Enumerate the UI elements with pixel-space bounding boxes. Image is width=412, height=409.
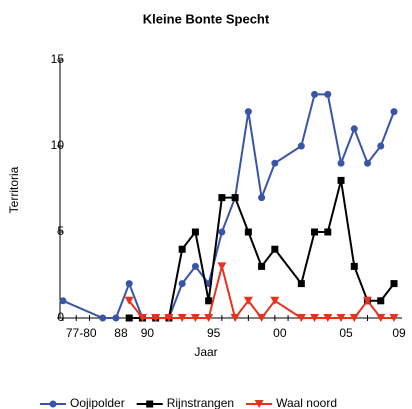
point (191, 262, 199, 270)
x-tick-label: 90 (141, 326, 155, 340)
point (177, 314, 187, 322)
point (337, 176, 345, 184)
point (363, 296, 373, 305)
point (204, 314, 214, 322)
point (376, 314, 386, 322)
point (164, 314, 174, 322)
point (258, 194, 266, 202)
y-tick-label: 0 (57, 310, 64, 324)
point (218, 228, 226, 236)
point (218, 194, 226, 202)
x-tick-label: 88 (114, 326, 128, 340)
point (349, 314, 359, 322)
point (190, 314, 200, 322)
legend-label: Rijnstrangen (167, 396, 234, 409)
x-tick-label: 00 (273, 326, 287, 340)
point (350, 125, 358, 133)
chart-title: Kleine Bonte Specht (143, 11, 270, 26)
point (324, 228, 332, 236)
point (125, 314, 133, 322)
legend-label: Waal noord (276, 396, 337, 409)
point (112, 314, 120, 322)
x-tick-label: 95 (207, 326, 221, 340)
point (337, 159, 345, 167)
series-line (128, 266, 394, 321)
point (59, 297, 67, 305)
point (217, 262, 227, 271)
point (390, 280, 398, 288)
point (310, 314, 320, 322)
x-tick-label: 09 (392, 326, 406, 340)
point (125, 280, 133, 288)
legend-label: Oojipolder (70, 396, 125, 409)
point (364, 159, 372, 167)
y-axis-label: Territoria (7, 166, 21, 213)
x-axis-label: Jaar (194, 345, 217, 359)
point (297, 142, 305, 150)
point (377, 142, 385, 150)
point (350, 262, 358, 270)
point (178, 280, 186, 288)
point (178, 245, 186, 253)
point (243, 296, 253, 305)
point (146, 400, 154, 408)
point (257, 314, 267, 322)
point (296, 314, 306, 322)
point (191, 228, 199, 236)
point (377, 297, 385, 305)
x-tick-label: 77-80 (66, 326, 97, 340)
point (270, 296, 280, 305)
y-tick-label: 15 (51, 52, 65, 66)
point (271, 245, 279, 253)
point (137, 314, 147, 322)
point (311, 228, 319, 236)
point (254, 400, 264, 408)
point (49, 400, 57, 408)
point (231, 194, 239, 202)
point (205, 297, 213, 305)
point (271, 159, 279, 167)
point (336, 314, 346, 322)
point (324, 90, 332, 98)
point (99, 314, 107, 322)
point (244, 228, 252, 236)
point (151, 314, 161, 322)
x-tick-label: 05 (339, 326, 353, 340)
point (389, 314, 399, 322)
point (323, 314, 333, 322)
point (258, 262, 266, 270)
y-tick-label: 5 (57, 224, 64, 238)
point (124, 296, 134, 305)
point (244, 108, 252, 116)
point (311, 90, 319, 98)
point (390, 108, 398, 116)
series-line (129, 180, 395, 319)
point (230, 314, 240, 322)
point (297, 280, 305, 288)
y-tick-label: 10 (51, 138, 65, 152)
